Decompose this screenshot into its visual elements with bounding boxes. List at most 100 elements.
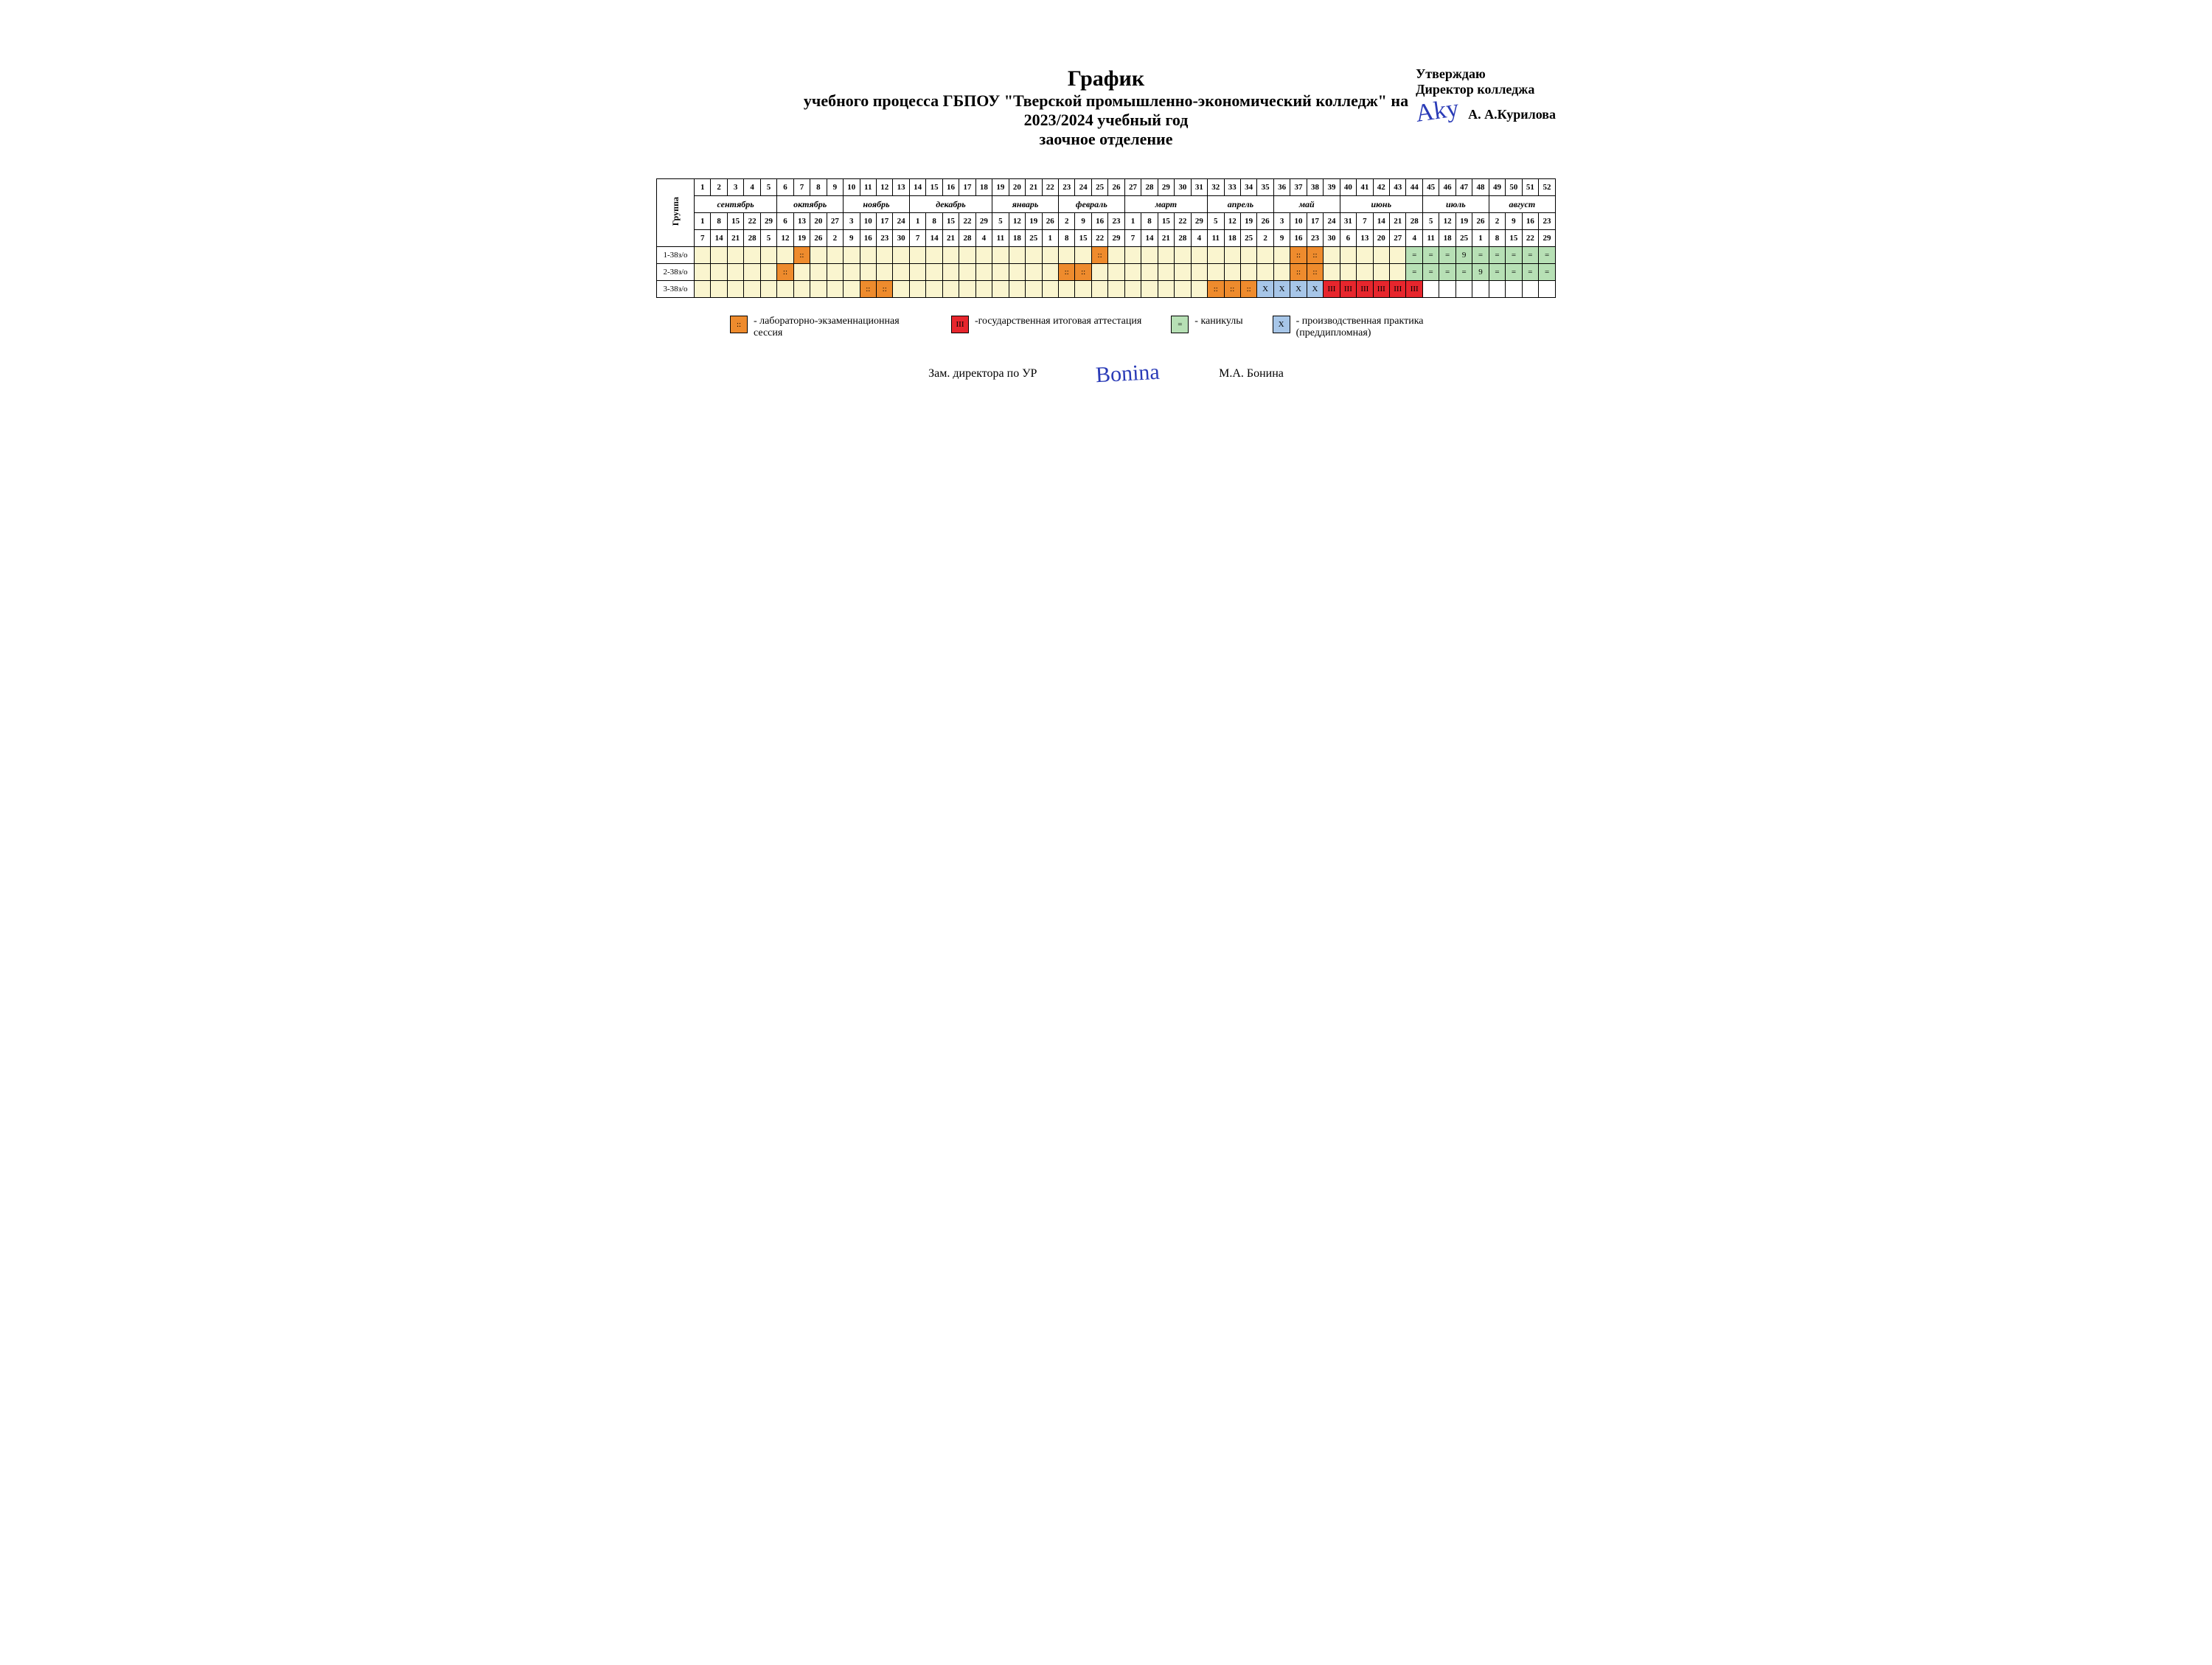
date-start: 2	[1489, 213, 1505, 230]
legend-item: III-государственная итоговая аттестация	[951, 316, 1141, 333]
date-start: 5	[1208, 213, 1224, 230]
date-start: 2	[1058, 213, 1074, 230]
schedule-cell	[909, 281, 925, 298]
date-start: 23	[1539, 213, 1556, 230]
schedule-cell	[1124, 264, 1141, 281]
legend-item: X- производственная практика (преддиплом…	[1273, 316, 1464, 339]
date-start: 9	[1075, 213, 1091, 230]
date-start: 1	[909, 213, 925, 230]
date-start: 16	[1091, 213, 1107, 230]
schedule-cell	[1373, 264, 1389, 281]
schedule-cell	[1257, 247, 1273, 264]
schedule-cell	[744, 247, 760, 264]
schedule-cell	[1240, 264, 1256, 281]
date-end: 11	[1422, 230, 1439, 247]
week-number: 26	[1108, 179, 1124, 196]
month-header: декабрь	[909, 196, 992, 213]
schedule-cell	[1026, 264, 1042, 281]
schedule-cell	[926, 247, 942, 264]
date-end: 26	[810, 230, 827, 247]
date-end: 8	[1058, 230, 1074, 247]
week-number: 3	[727, 179, 743, 196]
schedule-cell: =	[1489, 247, 1505, 264]
legend-swatch: =	[1171, 316, 1189, 333]
month-header: август	[1489, 196, 1555, 213]
date-start: 8	[711, 213, 727, 230]
week-number: 47	[1455, 179, 1472, 196]
schedule-cell: =	[1422, 247, 1439, 264]
date-start: 12	[1439, 213, 1455, 230]
date-end: 16	[860, 230, 876, 247]
date-end: 23	[1307, 230, 1323, 247]
schedule-cell	[1009, 264, 1025, 281]
week-number: 11	[860, 179, 876, 196]
schedule-cell	[1042, 247, 1058, 264]
date-end: 22	[1522, 230, 1538, 247]
legend-text: - лабораторно-экзаменнационная сессия	[754, 316, 922, 339]
week-number: 18	[975, 179, 992, 196]
schedule-cell	[1091, 281, 1107, 298]
schedule-cell	[926, 281, 942, 298]
schedule-cell	[711, 247, 727, 264]
legend: ::- лабораторно-экзаменнационная сессияI…	[656, 316, 1556, 339]
schedule-cell: ::	[1307, 264, 1323, 281]
date-end: 15	[1075, 230, 1091, 247]
legend-item: =- каникулы	[1171, 316, 1242, 333]
date-start: 29	[1191, 213, 1207, 230]
week-number: 25	[1091, 179, 1107, 196]
date-end: 21	[727, 230, 743, 247]
date-start: 23	[1108, 213, 1124, 230]
schedule-cell	[1141, 247, 1158, 264]
schedule-cell: III	[1390, 281, 1406, 298]
schedule-cell	[1075, 247, 1091, 264]
schedule-cell: =	[1439, 264, 1455, 281]
date-start: 5	[992, 213, 1009, 230]
date-start: 17	[1307, 213, 1323, 230]
schedule-cell: =	[1439, 247, 1455, 264]
date-end: 28	[744, 230, 760, 247]
date-end: 2	[827, 230, 843, 247]
week-number: 36	[1273, 179, 1290, 196]
date-start: 15	[1158, 213, 1174, 230]
week-number: 24	[1075, 179, 1091, 196]
schedule-cell: X	[1257, 281, 1273, 298]
week-number: 8	[810, 179, 827, 196]
schedule-cell	[1158, 247, 1174, 264]
schedule-cell: III	[1340, 281, 1356, 298]
schedule-cell	[893, 247, 909, 264]
schedule-cell	[711, 281, 727, 298]
week-number: 2	[711, 179, 727, 196]
date-end: 4	[975, 230, 992, 247]
date-end: 14	[711, 230, 727, 247]
week-number: 41	[1357, 179, 1373, 196]
date-start: 1	[1124, 213, 1141, 230]
schedule-cell	[1506, 281, 1522, 298]
date-end: 7	[695, 230, 711, 247]
schedule-cell: =	[1455, 264, 1472, 281]
date-end: 27	[1390, 230, 1406, 247]
schedule-cell	[1357, 264, 1373, 281]
schedule-cell: =	[1522, 247, 1538, 264]
schedule-cell	[844, 247, 860, 264]
schedule-cell	[760, 281, 776, 298]
schedule-cell	[1191, 264, 1207, 281]
schedule-cell	[893, 264, 909, 281]
approve-line1: Утверждаю	[1416, 66, 1556, 82]
schedule-cell	[1208, 264, 1224, 281]
schedule-cell	[942, 247, 959, 264]
month-header: июнь	[1340, 196, 1422, 213]
legend-text: - производственная практика (преддипломн…	[1296, 316, 1464, 339]
schedule-cell	[1124, 281, 1141, 298]
schedule-cell	[810, 281, 827, 298]
schedule-cell: III	[1373, 281, 1389, 298]
schedule-cell: =	[1489, 264, 1505, 281]
schedule-cell: =	[1539, 247, 1556, 264]
schedule-cell	[1324, 264, 1340, 281]
date-end: 1	[1042, 230, 1058, 247]
date-end: 6	[1340, 230, 1356, 247]
date-start: 15	[942, 213, 959, 230]
schedule-cell	[1042, 264, 1058, 281]
schedule-cell	[1191, 247, 1207, 264]
schedule-cell	[1539, 281, 1556, 298]
director-signature: Aky	[1414, 94, 1461, 128]
